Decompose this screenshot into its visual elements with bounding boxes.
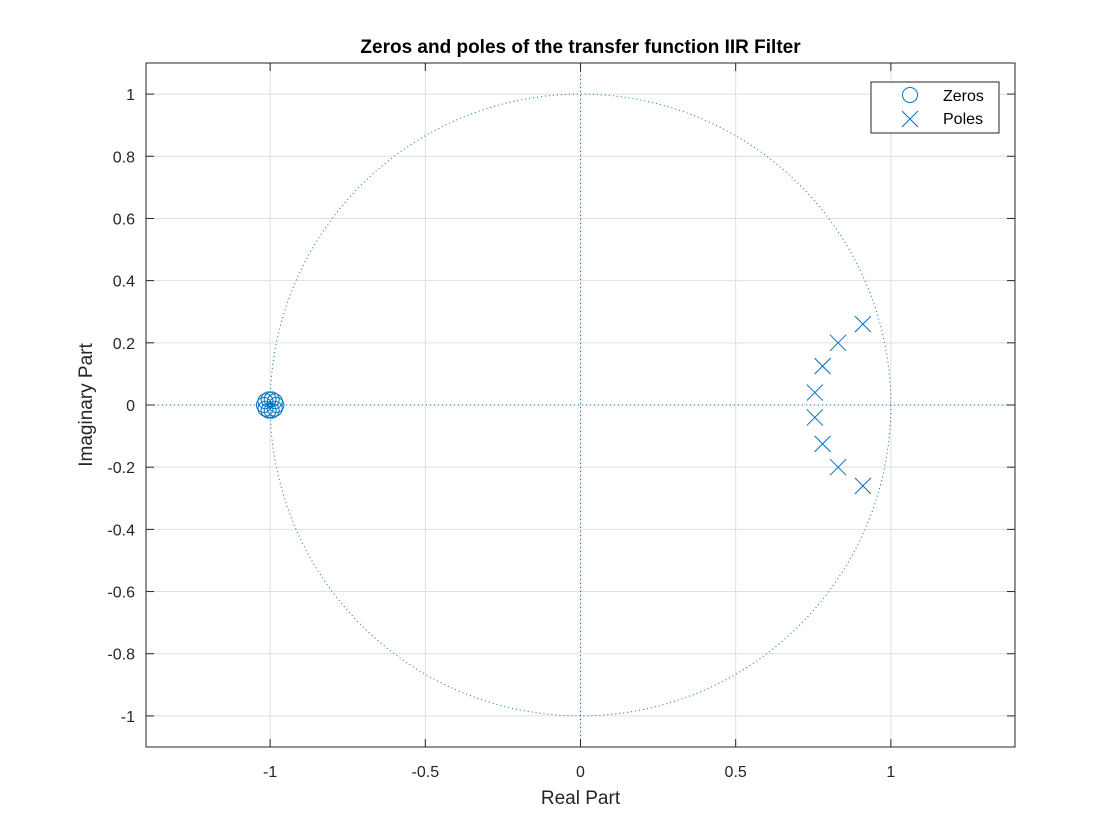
y-tick-label: 0.6 — [113, 211, 135, 228]
x-tick-label: 0 — [576, 764, 585, 781]
y-tick-label: -0.6 — [107, 585, 135, 602]
chart-title: Zeros and poles of the transfer function… — [360, 37, 801, 58]
y-tick-label: -0.2 — [107, 460, 135, 477]
pole-marker — [854, 477, 872, 495]
pole-marker — [829, 334, 847, 352]
x-axis-label: Real Part — [541, 788, 621, 809]
pole-marker — [806, 384, 824, 401]
legend-zeros-label: Zeros — [943, 88, 984, 105]
pole-marker — [814, 435, 831, 453]
y-tick-label: 0 — [126, 398, 135, 415]
zero-marker — [266, 400, 283, 417]
legend-poles-marker — [901, 110, 919, 128]
reference-lines — [146, 63, 1015, 747]
x-tick-label: -1 — [263, 764, 277, 781]
pole-marker — [806, 409, 824, 426]
pole-marker — [814, 357, 831, 375]
zero-marker — [257, 400, 274, 417]
legend-zeros-marker — [902, 87, 918, 103]
x-tick-label: 1 — [886, 764, 895, 781]
y-tick-label: -1 — [121, 709, 135, 726]
zero-marker — [263, 402, 280, 419]
x-tick-label: -0.5 — [412, 764, 440, 781]
y-tick-label: 0.2 — [113, 336, 135, 353]
zero-marker — [260, 402, 277, 419]
y-tick-label: -0.8 — [107, 647, 135, 664]
legend-poles-label: Poles — [943, 111, 983, 128]
y-tick-label: 1 — [126, 87, 135, 104]
unit-circle — [269, 93, 892, 717]
legend-box — [870, 81, 1000, 134]
x-tick-label: 0.5 — [725, 764, 747, 781]
y-tick-label: 0.8 — [113, 149, 135, 166]
zero-marker — [260, 391, 277, 408]
y-axis-label: Imaginary Part — [76, 343, 97, 467]
y-tick-label: 0.4 — [113, 274, 135, 291]
y-tick-label: -0.4 — [107, 522, 135, 539]
pole-marker — [829, 458, 847, 476]
legend: Zeros Poles — [870, 81, 1000, 134]
pole-marker — [854, 315, 872, 333]
ticks — [146, 63, 1015, 747]
data-marks — [255, 315, 872, 495]
